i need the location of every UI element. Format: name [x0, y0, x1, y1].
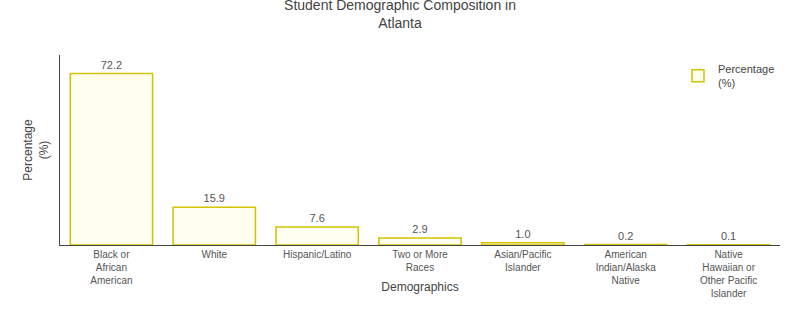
svg-text:Two or MoreRaces: Two or MoreRaces	[392, 249, 448, 273]
svg-text:15.9: 15.9	[204, 192, 225, 204]
svg-text:Student Demographic Compositio: Student Demographic Composition inAtlant…	[284, 0, 516, 31]
svg-text:Percentage(%): Percentage(%)	[718, 63, 774, 89]
svg-text:0.1: 0.1	[721, 230, 736, 242]
svg-text:72.2: 72.2	[101, 59, 122, 71]
svg-text:NativeHawaiian orOther Pacific: NativeHawaiian orOther PacificIslander	[700, 249, 757, 299]
svg-text:Percentage(%): Percentage(%)	[21, 119, 51, 181]
svg-text:1.0: 1.0	[515, 228, 530, 240]
svg-text:2.9: 2.9	[412, 223, 427, 235]
svg-text:7.6: 7.6	[309, 212, 324, 224]
svg-text:Hispanic/Latino: Hispanic/Latino	[283, 249, 352, 260]
svg-text:AmericanIndian/AlaskaNative: AmericanIndian/AlaskaNative	[596, 249, 656, 286]
svg-text:0.2: 0.2	[618, 230, 633, 242]
svg-text:Demographics: Demographics	[381, 280, 458, 294]
svg-text:Asian/PacificIslander: Asian/PacificIslander	[494, 249, 551, 273]
svg-text:Black orAfricanAmerican: Black orAfricanAmerican	[90, 249, 132, 286]
svg-text:White: White	[202, 249, 228, 260]
